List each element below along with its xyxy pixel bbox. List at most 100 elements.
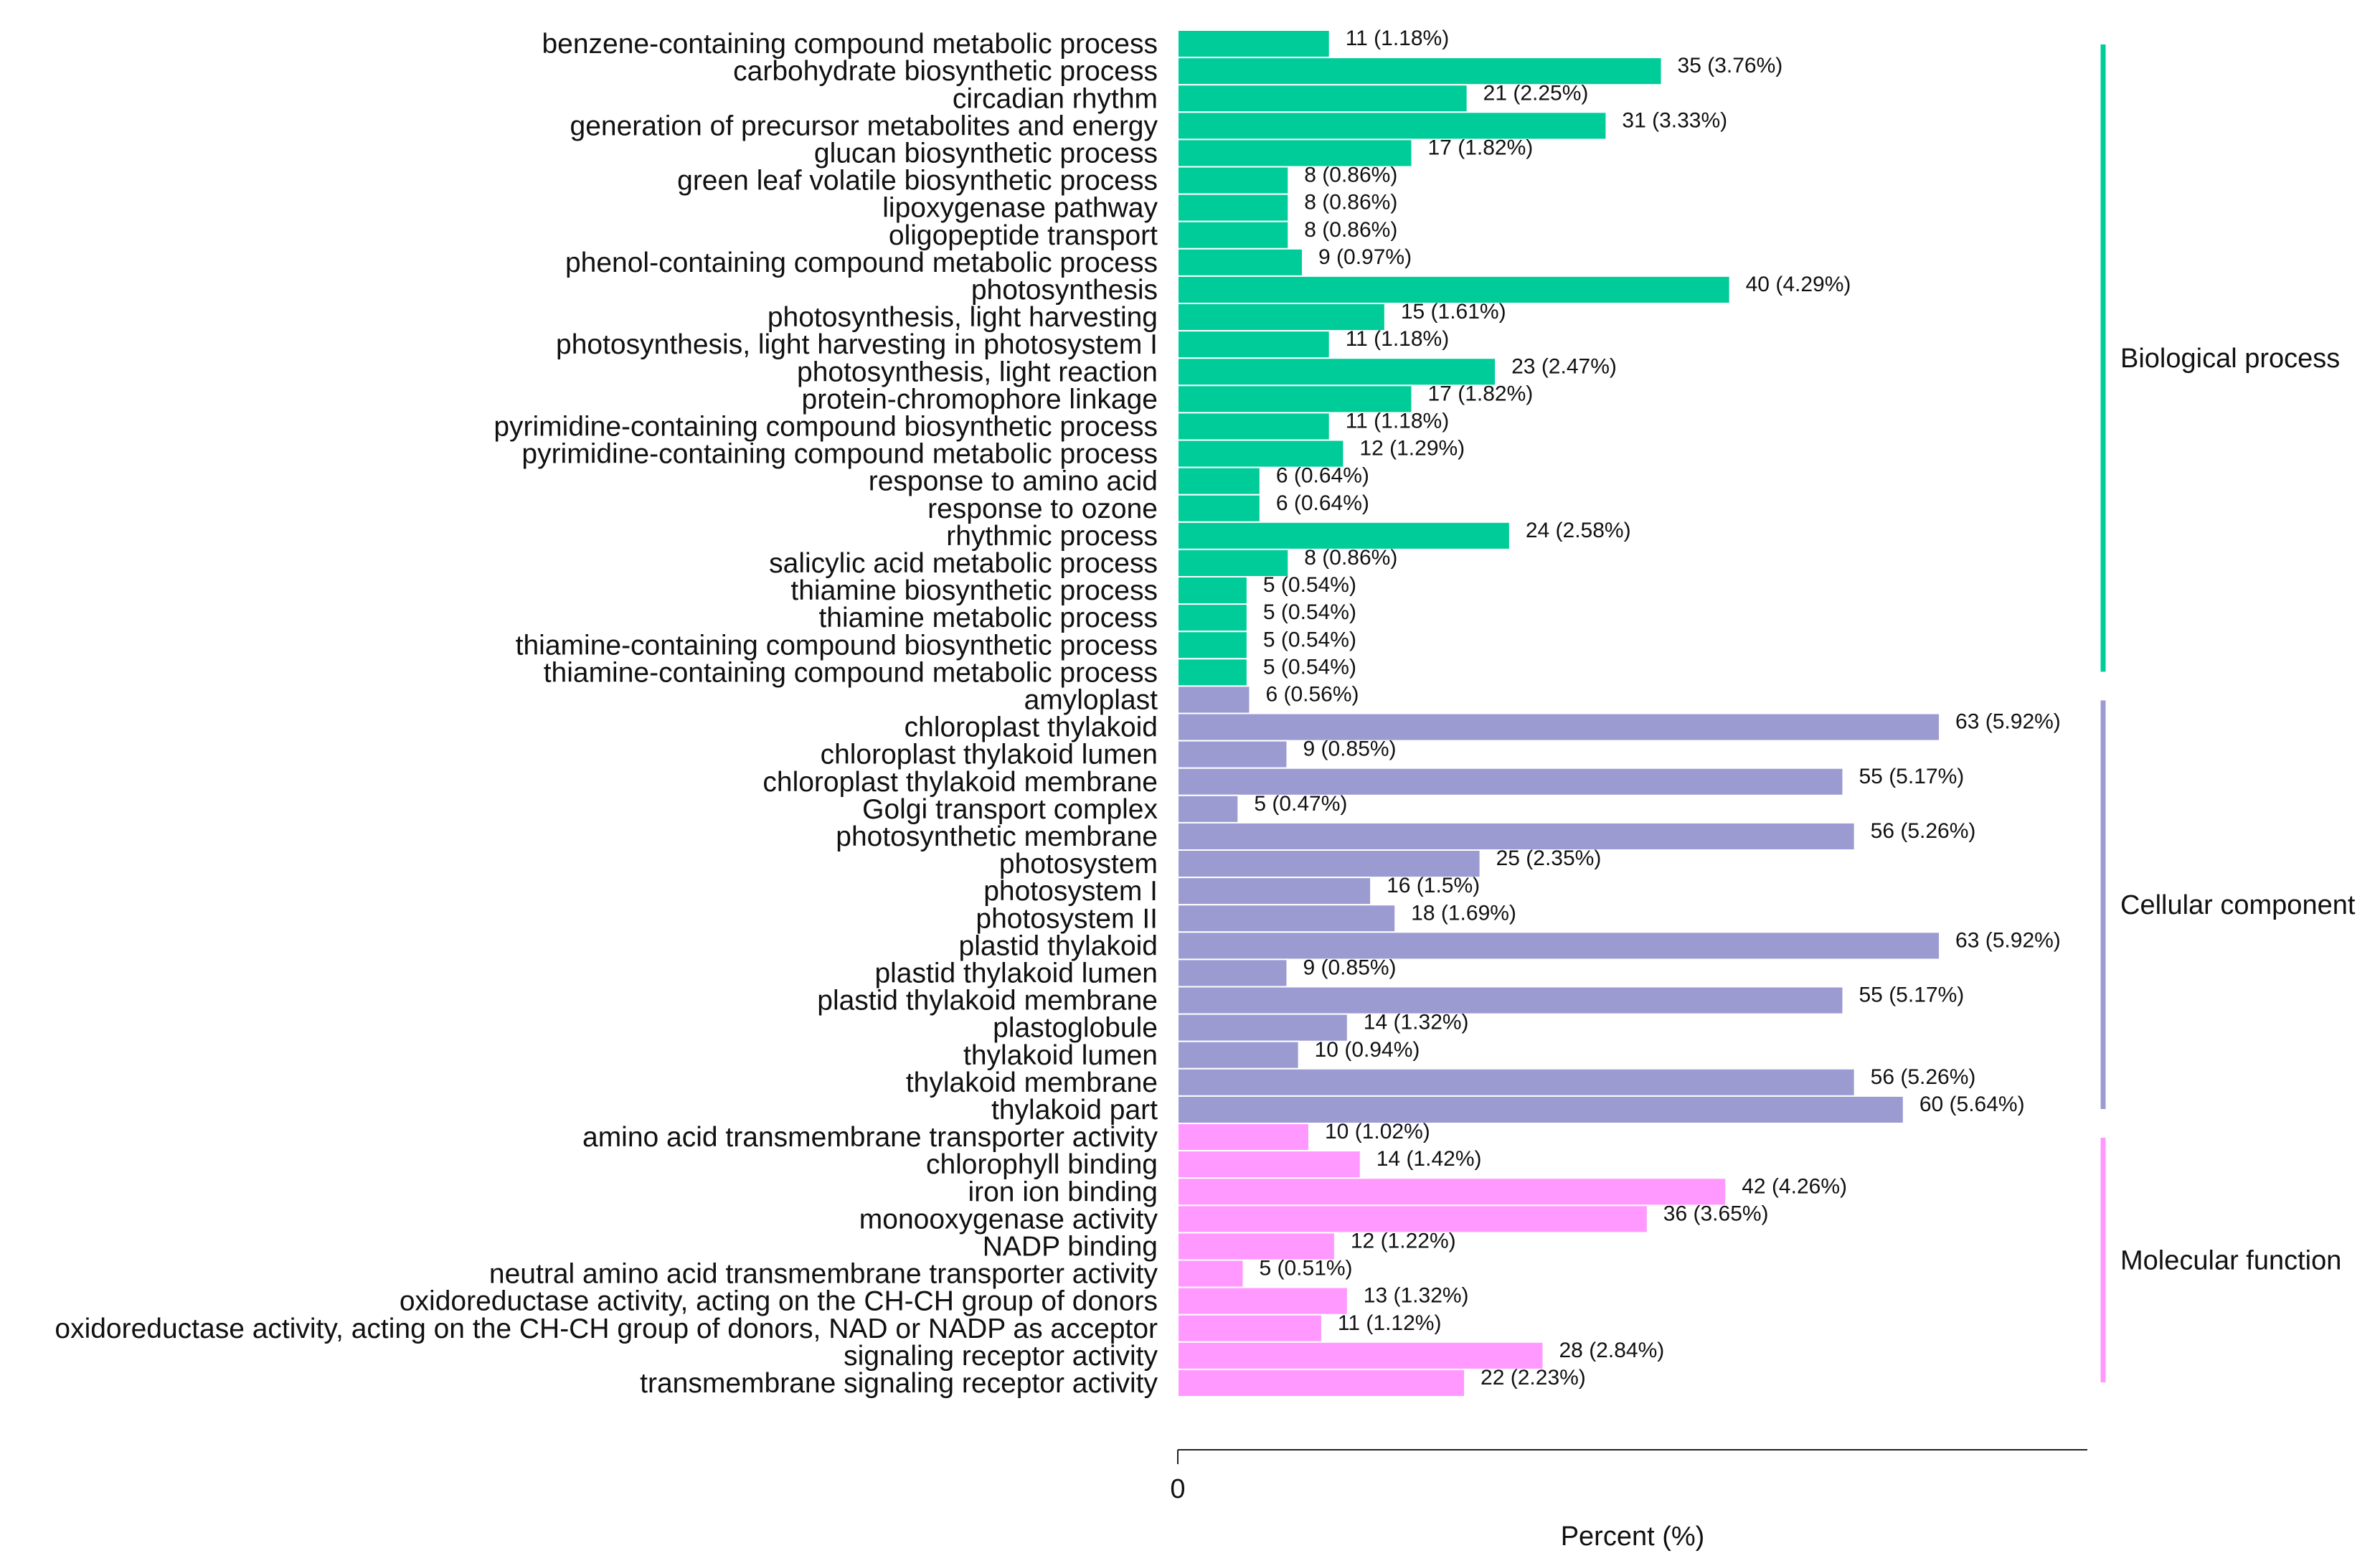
category-label-plastid-thylakoid-lumen: plastid thylakoid lumen [874, 958, 1158, 989]
bar-circadian-rhythm [1177, 84, 1468, 113]
category-label-chlorophyll-binding: chlorophyll binding [926, 1149, 1158, 1180]
bar-oxidoreductase-activity-acting-on-the-ch-ch-group-of-donors-nad-or-nadp-as-acceptor [1177, 1313, 1323, 1343]
value-label-rhythmic-process: 24 (2.58%) [1526, 519, 1631, 542]
bar-signaling-receptor-activity [1177, 1341, 1544, 1370]
bar-photosynthesis [1177, 275, 1731, 304]
value-label-thylakoid-lumen: 10 (0.94%) [1315, 1038, 1420, 1062]
value-label-golgi-transport-complex: 5 (0.47%) [1254, 792, 1347, 816]
bar-response-to-amino-acid [1177, 466, 1261, 496]
category-label-plastid-thylakoid: plastid thylakoid [959, 930, 1158, 961]
bar-photosynthesis-light-harvesting-in-photosystem-i [1177, 330, 1331, 359]
value-label-response-to-ozone: 6 (0.64%) [1276, 491, 1369, 515]
category-label-rhythmic-process: rhythmic process [946, 521, 1158, 552]
category-label-photosystem-ii: photosystem II [976, 903, 1158, 934]
category-label-thylakoid-part: thylakoid part [991, 1095, 1158, 1126]
bar-plastid-thylakoid [1177, 931, 1941, 961]
category-label-oligopeptide-transport: oligopeptide transport [889, 220, 1158, 251]
bar-oligopeptide-transport [1177, 220, 1290, 250]
category-label-thiamine-containing-compound-biosynthetic-process: thiamine-containing compound biosyntheti… [516, 630, 1158, 661]
bar-thiamine-metabolic-process [1177, 603, 1248, 633]
x-tick-label-0: 0 [1170, 1474, 1185, 1504]
value-label-lipoxygenase-pathway: 8 (0.86%) [1304, 191, 1397, 214]
value-label-amyloplast: 6 (0.56%) [1265, 682, 1359, 706]
bars-layer [1177, 29, 1941, 1398]
value-label-response-to-amino-acid: 6 (0.64%) [1276, 464, 1369, 488]
bar-thylakoid-membrane [1177, 1067, 1856, 1097]
category-label-nadp-binding: NADP binding [983, 1231, 1158, 1262]
bar-protein-chromophore-linkage [1177, 385, 1413, 414]
category-labels-layer: benzene-containing compound metabolic pr… [55, 29, 1158, 1399]
value-label-phenol-containing-compound-metabolic-process: 9 (0.97%) [1318, 245, 1412, 269]
category-label-glucan-biosynthetic-process: glucan biosynthetic process [814, 138, 1158, 169]
category-label-salicylic-acid-metabolic-process: salicylic acid metabolic process [769, 548, 1158, 579]
category-label-photosynthesis-light-reaction: photosynthesis, light reaction [797, 357, 1158, 387]
bar-thylakoid-part [1177, 1095, 1904, 1125]
group-label-molecular-function: Molecular function [2120, 1246, 2341, 1276]
bar-chloroplast-thylakoid-membrane [1177, 767, 1844, 796]
value-label-chloroplast-thylakoid-membrane: 55 (5.17%) [1859, 765, 1964, 788]
category-label-oxidoreductase-activity-acting-on-the-ch-ch-group-of-donors-nad-or-nadp-as-acceptor: oxidoreductase activity, acting on the C… [55, 1313, 1158, 1344]
group-brackets-layer: Biological process Cellular component Mole… [2100, 44, 2356, 1382]
category-label-chloroplast-thylakoid: chloroplast thylakoid [905, 712, 1158, 743]
value-label-generation-of-precursor-metabolites-and-energy: 31 (3.33%) [1622, 108, 1727, 132]
bar-monooxygenase-activity [1177, 1204, 1648, 1234]
category-label-amino-acid-transmembrane-transporter-activity: amino acid transmembrane transporter act… [582, 1122, 1158, 1153]
x-axis: 0 Percent (%) [1170, 1449, 2087, 1552]
value-label-glucan-biosynthetic-process: 17 (1.82%) [1428, 136, 1534, 159]
value-label-thylakoid-part: 60 (5.64%) [1919, 1093, 2025, 1116]
value-label-chloroplast-thylakoid-lumen: 9 (0.85%) [1303, 737, 1396, 761]
category-label-carbohydrate-biosynthetic-process: carbohydrate biosynthetic process [733, 56, 1158, 87]
bar-thylakoid-lumen [1177, 1040, 1300, 1070]
value-label-iron-ion-binding: 42 (4.26%) [1742, 1174, 1847, 1198]
bar-chlorophyll-binding [1177, 1150, 1361, 1179]
bar-response-to-ozone [1177, 494, 1261, 523]
value-label-photosynthesis-light-harvesting-in-photosystem-i: 11 (1.18%) [1346, 327, 1450, 351]
category-label-photosystem: photosystem [999, 849, 1158, 879]
category-label-plastoglobule: plastoglobule [993, 1013, 1158, 1044]
bar-carbohydrate-biosynthetic-process [1177, 57, 1663, 86]
category-label-generation-of-precursor-metabolites-and-energy: generation of precursor metabolites and … [570, 110, 1158, 141]
value-labels-layer: 11 (1.18%) 35 (3.76%) 21 (2.25%) 31 (3.33%)… [1254, 27, 2060, 1390]
bar-lipoxygenase-pathway [1177, 193, 1290, 222]
bar-phenol-containing-compound-metabolic-process [1177, 247, 1304, 277]
value-label-thiamine-containing-compound-metabolic-process: 5 (0.54%) [1263, 655, 1356, 679]
bar-photosynthetic-membrane [1177, 821, 1856, 852]
bar-thiamine-biosynthetic-process [1177, 576, 1248, 605]
value-label-pyrimidine-containing-compound-biosynthetic-process: 11 (1.18%) [1346, 409, 1450, 433]
value-label-photosystem-ii: 18 (1.69%) [1411, 901, 1516, 925]
value-label-protein-chromophore-linkage: 17 (1.82%) [1428, 382, 1534, 405]
bar-thiamine-containing-compound-metabolic-process [1177, 658, 1248, 687]
category-label-oxidoreductase-activity-acting-on-the-ch-ch-group-of-donors: oxidoreductase activity, acting on the C… [400, 1286, 1158, 1317]
value-label-photosynthetic-membrane: 56 (5.26%) [1871, 819, 1976, 843]
bar-generation-of-precursor-metabolites-and-energy [1177, 111, 1607, 141]
bar-thiamine-containing-compound-biosynthetic-process [1177, 631, 1248, 660]
category-label-chloroplast-thylakoid-lumen: chloroplast thylakoid lumen [821, 740, 1158, 770]
value-label-amino-acid-transmembrane-transporter-activity: 10 (1.02%) [1325, 1120, 1430, 1143]
bar-neutral-amino-acid-transmembrane-transporter-activity [1177, 1259, 1245, 1288]
category-label-neutral-amino-acid-transmembrane-transporter-activity: neutral amino acid transmembrane transpo… [489, 1259, 1158, 1290]
bar-salicylic-acid-metabolic-process [1177, 548, 1290, 578]
value-label-pyrimidine-containing-compound-metabolic-process: 12 (1.29%) [1359, 437, 1465, 461]
value-label-thiamine-biosynthetic-process: 5 (0.54%) [1263, 573, 1356, 597]
value-label-thylakoid-membrane: 56 (5.26%) [1871, 1065, 1976, 1089]
value-label-plastid-thylakoid-membrane: 55 (5.17%) [1859, 984, 1964, 1007]
category-label-thiamine-biosynthetic-process: thiamine biosynthetic process [790, 575, 1158, 606]
category-label-plastid-thylakoid-membrane: plastid thylakoid membrane [817, 986, 1158, 1017]
category-label-golgi-transport-complex: Golgi transport complex [862, 794, 1158, 825]
category-label-response-to-amino-acid: response to amino acid [869, 466, 1158, 497]
value-label-signaling-receptor-activity: 28 (2.84%) [1559, 1339, 1664, 1362]
category-label-monooxygenase-activity: monooxygenase activity [859, 1204, 1158, 1235]
category-label-thiamine-containing-compound-metabolic-process: thiamine-containing compound metabolic p… [544, 657, 1158, 688]
bar-plastoglobule [1177, 1013, 1349, 1042]
value-label-green-leaf-volatile-biosynthetic-process: 8 (0.86%) [1304, 164, 1397, 187]
bar-photosynthesis-light-harvesting [1177, 303, 1386, 332]
category-label-photosystem-i: photosystem I [983, 876, 1158, 907]
bar-rhythmic-process [1177, 521, 1511, 550]
value-label-thiamine-containing-compound-biosynthetic-process: 5 (0.54%) [1263, 628, 1356, 651]
bar-plastid-thylakoid-membrane [1177, 986, 1844, 1015]
category-label-amyloplast: amyloplast [1024, 684, 1158, 715]
value-label-photosystem: 25 (2.35%) [1496, 846, 1602, 870]
value-label-plastoglobule: 14 (1.32%) [1364, 1011, 1469, 1034]
bar-benzene-containing-compound-metabolic-process [1177, 29, 1331, 59]
